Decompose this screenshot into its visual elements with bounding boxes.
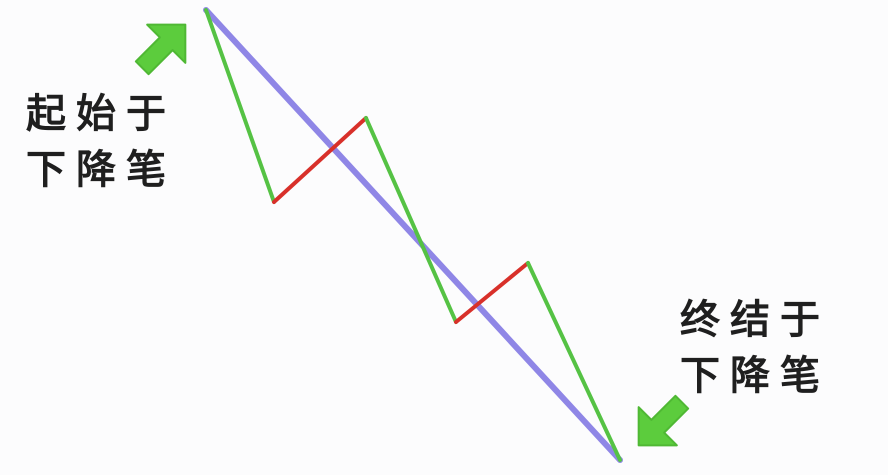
start-arrow-icon: [134, 23, 187, 76]
end-arrow-icon: [637, 394, 690, 447]
start-label-line2: 下降笔: [26, 147, 176, 193]
trend-line: [203, 7, 623, 463]
end-label-line2: 下降笔: [680, 353, 830, 399]
up-stroke-2: [454, 261, 530, 324]
down-stroke-1: [204, 8, 276, 204]
up-stroke-1: [272, 116, 368, 204]
down-stroke-3: [526, 261, 622, 462]
end-label: 终结于 下降笔: [680, 292, 830, 404]
end-label-line1: 终结于: [680, 297, 830, 343]
down-stroke-2: [364, 116, 458, 324]
start-label-line1: 起始于: [26, 91, 176, 137]
start-label: 起始于 下降笔: [26, 86, 176, 198]
